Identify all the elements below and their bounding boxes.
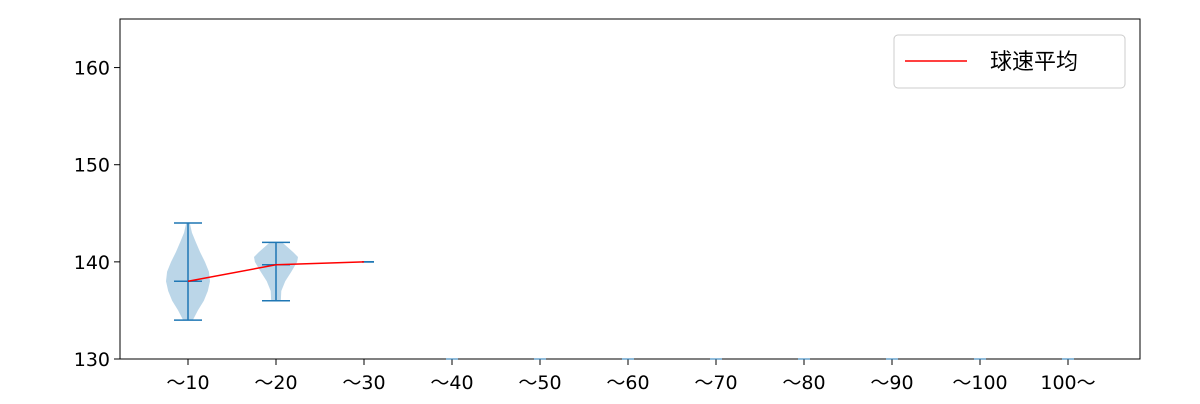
x-tick-label: ～60: [606, 372, 649, 394]
x-tick-label: ～100: [952, 372, 1007, 394]
x-tick-label: ～80: [782, 372, 825, 394]
legend: 球速平均: [893, 34, 1126, 89]
violins: [166, 223, 298, 321]
x-tick-label: 100～: [1040, 372, 1095, 394]
x-tick-label: ～30: [342, 372, 385, 394]
x-tick-label: ～50: [518, 372, 561, 394]
mean-line: [187, 261, 365, 283]
x-tick-label: ～70: [694, 372, 737, 394]
x-tick-label: ～40: [430, 372, 473, 394]
x-tick-label: ～10: [166, 372, 209, 394]
y-tick-label: 130: [74, 349, 110, 371]
y-tick-label: 160: [74, 58, 110, 80]
y-axis: 130 140 150 160: [74, 58, 120, 371]
y-tick-label: 150: [74, 155, 110, 177]
legend-label: 球速平均: [990, 50, 1078, 75]
x-tick-label: ～20: [254, 372, 297, 394]
x-tick-label: ～90: [870, 372, 913, 394]
x-axis: ～10 ～20 ～30 ～40 ～50 ～60 ～70 ～80 ～90 ～100 100～: [166, 358, 1096, 394]
y-tick-label: 140: [74, 252, 110, 274]
